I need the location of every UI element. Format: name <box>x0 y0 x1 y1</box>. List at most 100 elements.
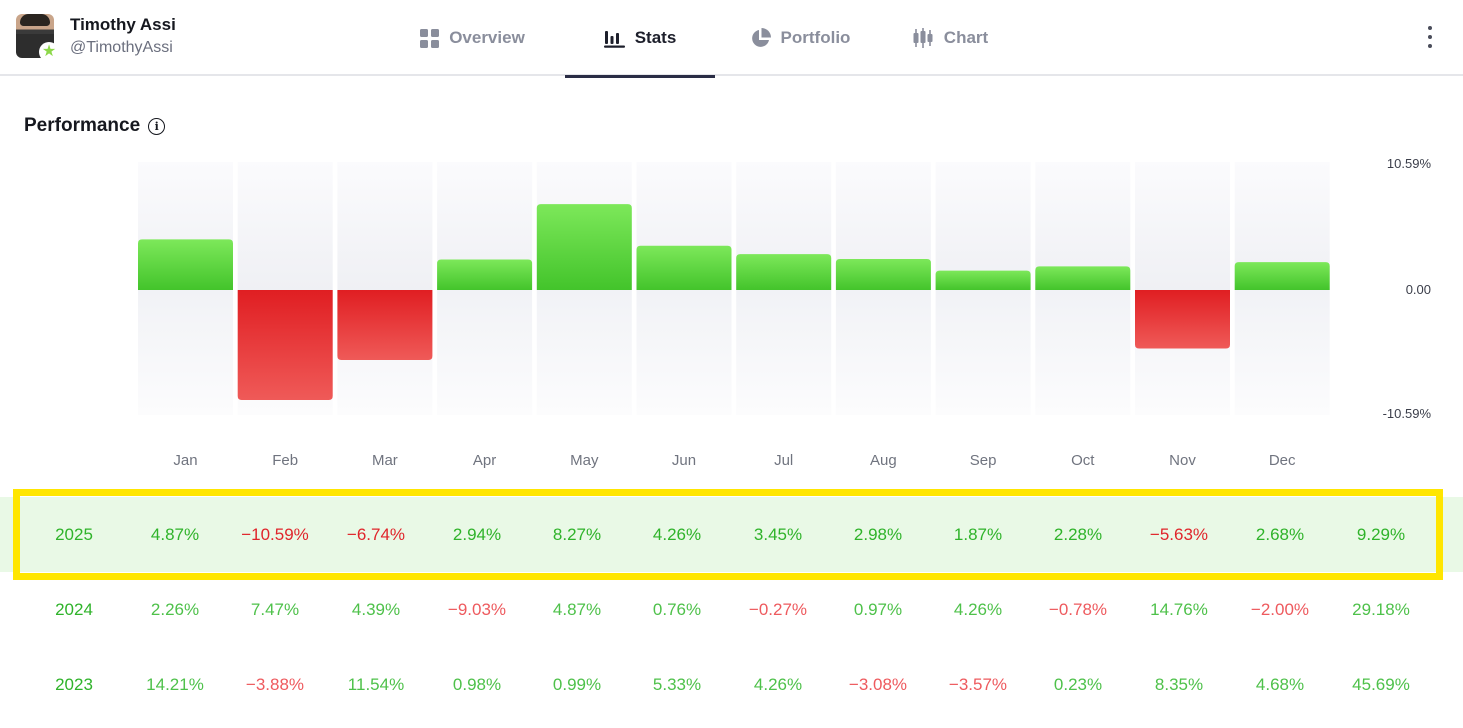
chart-bar[interactable] <box>337 290 433 361</box>
month-return-cell: −5.63% <box>1149 524 1209 544</box>
tab-label: Overview <box>449 28 525 47</box>
chart-bar[interactable] <box>138 239 233 290</box>
star-icon: ★ <box>39 42 59 62</box>
avatar[interactable]: ★ <box>14 12 60 62</box>
month-return-cell: 7.47% <box>250 599 300 619</box>
x-tick-label: Dec <box>1269 452 1296 469</box>
tab-label: Chart <box>943 28 989 47</box>
month-return-cell: 0.97% <box>853 599 903 619</box>
month-return-cell: 2.26% <box>150 599 200 619</box>
month-return-cell: 8.35% <box>1154 674 1204 694</box>
month-return-cell: −6.74% <box>346 524 406 544</box>
month-return-cell: 2.94% <box>452 524 502 544</box>
chart-bar[interactable] <box>636 245 732 290</box>
table-row[interactable]: 2024 2.26% 7.47% 4.39% −9.03% 4.87% 0.76% −0.27… <box>0 572 1463 647</box>
performance-title: Performance i <box>24 115 166 137</box>
bar-track <box>337 162 433 290</box>
more-options-icon[interactable] <box>1420 24 1440 50</box>
tab-overview[interactable]: Overview <box>380 0 565 76</box>
month-return-cell: −9.03% <box>447 599 507 619</box>
chart-bar[interactable] <box>1035 266 1131 290</box>
y-tick-label: 10.59% <box>1387 156 1432 171</box>
month-return-cell: −3.57% <box>948 674 1008 694</box>
chart-bar[interactable] <box>835 259 931 290</box>
year-cell: 2024 <box>55 599 93 619</box>
tab-stats[interactable]: Stats <box>565 0 715 78</box>
x-tick-label: Apr <box>473 452 496 469</box>
bar-track <box>237 162 333 290</box>
chart-bar[interactable] <box>437 259 533 290</box>
x-tick-label: Jul <box>774 452 793 469</box>
tab-portfolio[interactable]: Portfolio <box>715 0 885 76</box>
table-row[interactable]: 2025 4.87% −10.59% −6.74% 2.94% 8.27% 4.26% 3.4… <box>0 497 1463 572</box>
x-tick-label: Aug <box>870 452 897 469</box>
bar-track <box>835 290 931 415</box>
month-return-cell: −2.00% <box>1250 599 1310 619</box>
grid-icon <box>420 28 440 48</box>
bar-track <box>736 290 832 415</box>
year-total-cell: 45.69% <box>1352 674 1410 694</box>
x-tick-label: Nov <box>1169 452 1196 469</box>
tab-label: Stats <box>634 28 677 47</box>
month-return-cell: 5.33% <box>652 674 702 694</box>
year-total-cell: 29.18% <box>1352 599 1410 619</box>
bar-track <box>636 290 732 415</box>
candlestick-icon <box>913 28 933 48</box>
bar-chart-icon <box>603 30 625 48</box>
month-return-cell: 3.45% <box>753 524 803 544</box>
month-return-cell: 4.87% <box>552 599 602 619</box>
year-total-cell: 9.29% <box>1356 524 1406 544</box>
user-handle: @TimothyAssi <box>70 39 173 56</box>
y-tick-label: -10.59% <box>1383 406 1432 421</box>
tab-bar: Overview Stats Portfolio <box>380 0 1015 78</box>
chart-bar[interactable] <box>736 254 832 290</box>
month-return-cell: 2.98% <box>853 524 903 544</box>
bar-track <box>536 290 632 415</box>
bar-track <box>1135 162 1230 290</box>
month-return-cell: 8.27% <box>552 524 602 544</box>
month-return-cell: 2.28% <box>1053 524 1103 544</box>
month-return-cell: 0.23% <box>1053 674 1103 694</box>
month-return-cell: 0.76% <box>652 599 702 619</box>
month-return-cell: 14.21% <box>146 674 204 694</box>
x-tick-label: Mar <box>372 452 398 469</box>
bar-track <box>437 290 533 415</box>
performance-chart: Jan Feb Mar Apr May Jun Jul Aug Sep Oct Nov Dec 10.… <box>138 156 1432 469</box>
tab-label: Portfolio <box>780 28 851 47</box>
month-return-cell: −3.88% <box>245 674 305 694</box>
month-return-cell: 0.98% <box>452 674 502 694</box>
month-return-cell: 4.26% <box>652 524 702 544</box>
bar-track <box>1234 290 1330 415</box>
month-return-cell: 14.76% <box>1150 599 1208 619</box>
month-return-cell: 1.87% <box>953 524 1003 544</box>
x-tick-label: Jan <box>173 452 197 469</box>
pie-chart-icon <box>751 27 771 47</box>
profile-header: ★ Timothy Assi @TimothyAssi Overview Sta… <box>0 0 1463 78</box>
x-tick-label: Oct <box>1071 452 1095 469</box>
month-return-cell: 0.99% <box>552 674 602 694</box>
month-return-cell: 4.26% <box>753 674 803 694</box>
info-icon[interactable]: i <box>148 117 166 135</box>
tab-chart[interactable]: Chart <box>885 0 1015 76</box>
x-tick-label: Jun <box>672 452 696 469</box>
table-row[interactable]: 2023 14.21% −3.88% 11.54% 0.98% 0.99% 5.33% 4.2… <box>0 647 1463 722</box>
chart-bar[interactable] <box>237 290 333 400</box>
month-return-cell: −3.08% <box>848 674 908 694</box>
month-return-cell: 4.26% <box>953 599 1003 619</box>
year-cell: 2025 <box>55 524 93 544</box>
user-name: Timothy Assi <box>70 15 176 34</box>
month-return-cell: 11.54% <box>347 674 405 694</box>
month-return-cell: 2.68% <box>1255 524 1305 544</box>
bar-track <box>138 290 233 415</box>
month-return-cell: −10.59% <box>241 524 309 544</box>
chart-bar[interactable] <box>1135 290 1230 349</box>
month-return-cell: 4.87% <box>150 524 200 544</box>
month-return-cell: 4.39% <box>351 599 401 619</box>
year-cell: 2023 <box>55 674 93 694</box>
month-return-cell: −0.27% <box>748 599 808 619</box>
month-return-cell: −0.78% <box>1048 599 1108 619</box>
chart-bar[interactable] <box>1234 262 1330 290</box>
chart-bar[interactable] <box>935 270 1031 290</box>
chart-bar[interactable] <box>536 204 632 290</box>
bar-track <box>1035 290 1131 415</box>
